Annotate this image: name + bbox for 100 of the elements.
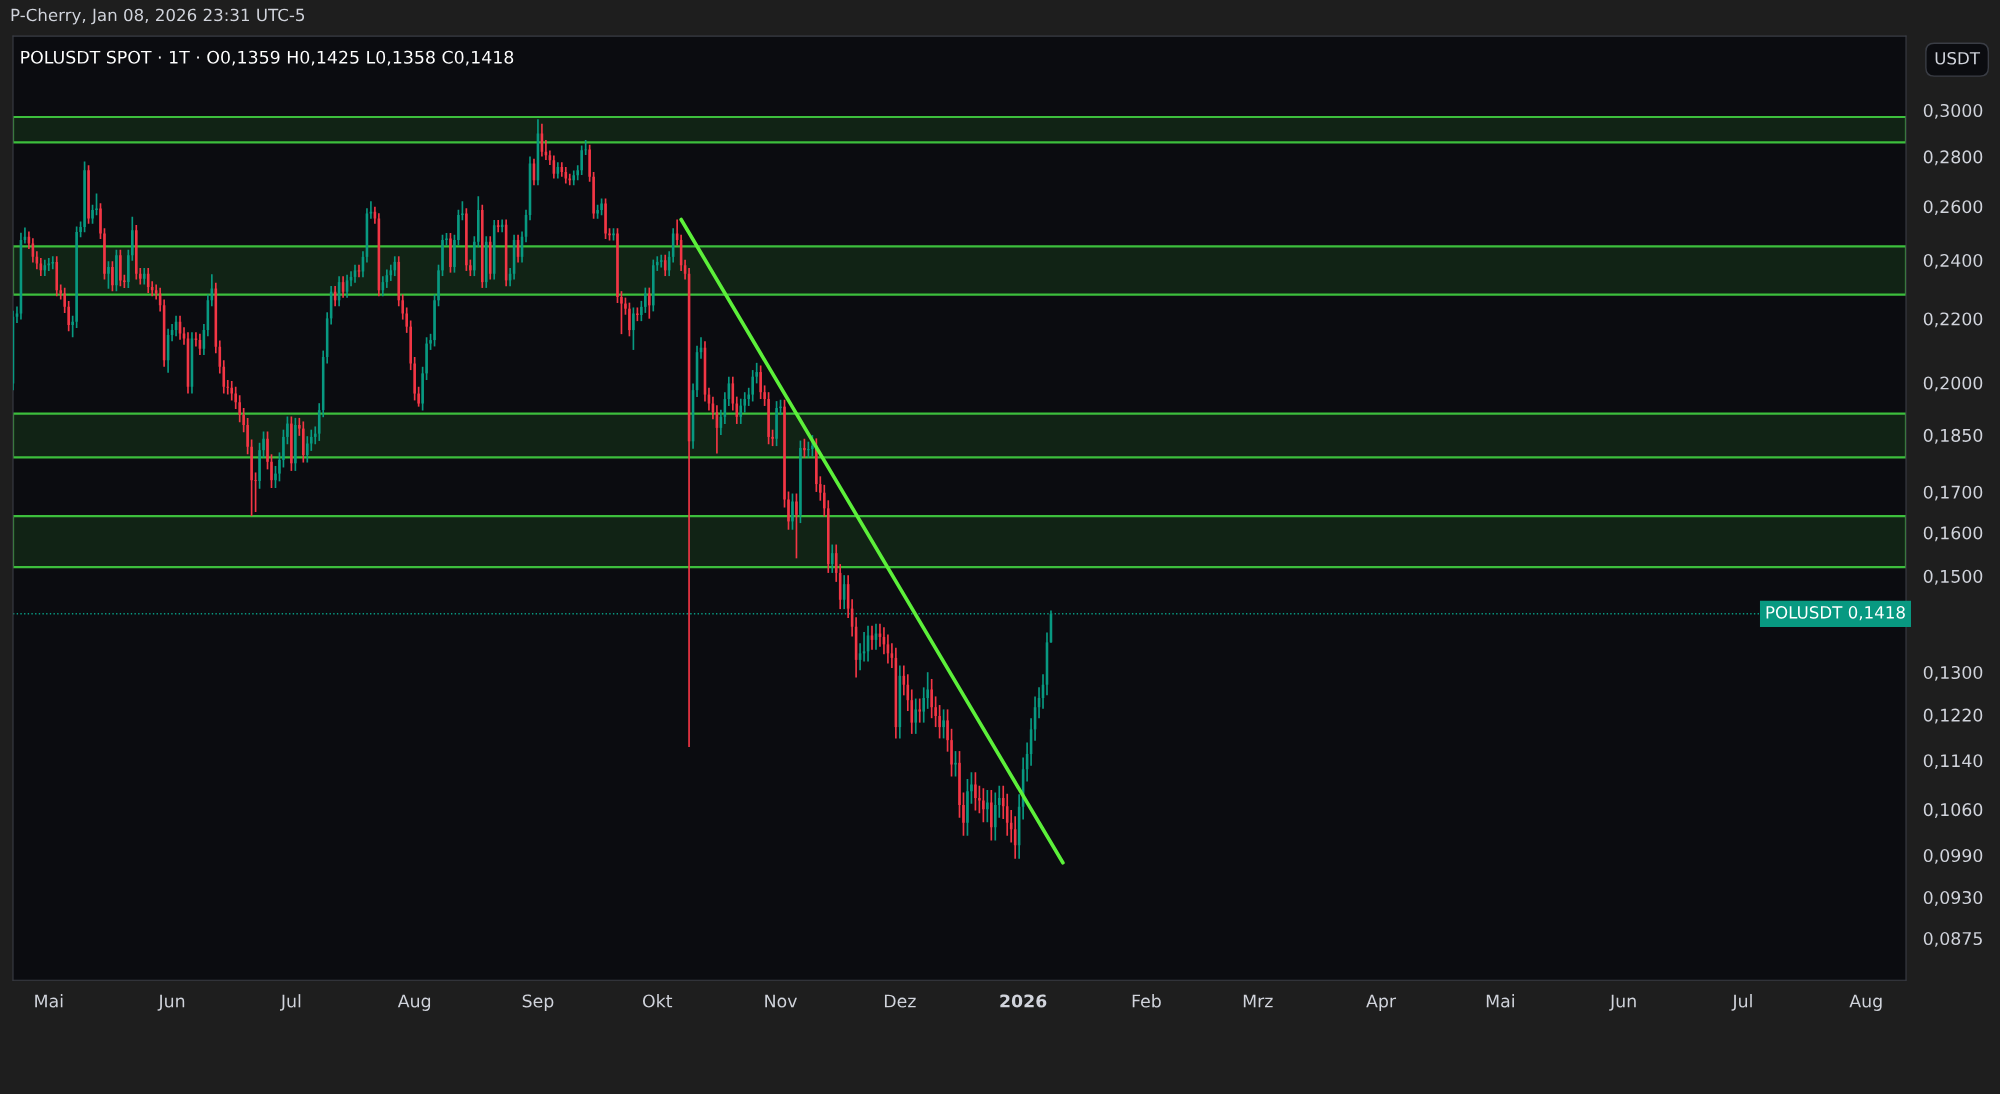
candlestick: [767, 391, 770, 446]
y-tick-label: 0,1300: [1923, 665, 1983, 681]
y-tick-label: 0,0875: [1923, 931, 1982, 947]
y-tick-label: 0,2600: [1923, 200, 1983, 216]
x-tick-label: Mai: [35, 994, 63, 1008]
candlestick: [119, 248, 122, 288]
candlestick: [588, 143, 591, 183]
y-axis-title: USDT: [1935, 51, 1981, 65]
y-tick-label: 0,1600: [1923, 526, 1983, 542]
candlestick: [270, 453, 273, 489]
candlestick: [262, 430, 265, 459]
candlestick: [134, 224, 138, 281]
candlestick: [651, 258, 655, 313]
candlestick: [445, 232, 448, 247]
candlestick: [496, 219, 500, 234]
candlestick: [962, 791, 965, 837]
candlestick: [739, 397, 743, 425]
candlestick: [950, 727, 953, 778]
y-tick-label: 0,1060: [1923, 803, 1983, 818]
x-tick-label: Mai: [1486, 994, 1514, 1008]
candlestick: [425, 336, 428, 381]
candlestick: [258, 441, 261, 490]
candlestick: [393, 255, 397, 277]
candlestick: [799, 439, 802, 524]
ref-line-label: POLUSDT 0,1418: [1766, 606, 1905, 621]
candlestick: [453, 233, 456, 274]
x-tick-label: Mrz: [1243, 994, 1273, 1008]
candlestick: [461, 200, 464, 222]
candlestick: [480, 204, 484, 289]
x-tick-label: Jun: [157, 994, 185, 1011]
candlestick: [71, 314, 74, 339]
candlestick: [302, 420, 305, 464]
candlestick: [278, 451, 281, 483]
candlestick: [628, 301, 631, 338]
candlestick: [990, 789, 993, 842]
candlestick: [433, 293, 436, 348]
candlestick: [791, 492, 794, 531]
y-tick-label: 0,2800: [1923, 150, 1983, 166]
candlestick: [469, 258, 472, 277]
y-tick-label: 0,1850: [1923, 428, 1983, 444]
candlestick: [449, 232, 452, 274]
x-tick-label: Jun: [1609, 994, 1636, 1011]
candlestick: [616, 227, 619, 304]
candlestick: [115, 248, 118, 292]
candlestick: [632, 306, 635, 351]
candlestick: [974, 771, 977, 812]
candlestick: [620, 290, 623, 335]
candlestick: [99, 202, 102, 240]
candlestick: [986, 789, 989, 823]
candlestick: [659, 253, 663, 269]
candlestick: [946, 708, 949, 753]
candlestick: [624, 296, 627, 316]
candlestick: [795, 492, 798, 560]
candlestick: [922, 686, 925, 724]
candlestick: [107, 260, 110, 290]
candlestick: [230, 380, 234, 402]
candlestick: [870, 624, 874, 651]
y-tick-label: 0,1140: [1923, 754, 1983, 770]
annotation: POLUSDT SPOT · 1T · O0,1359 H0,1425 L0,1358 C0,1418: [21, 50, 514, 66]
candlestick: [914, 697, 918, 735]
x-tick-label: Aug: [1849, 994, 1882, 1011]
candlestick: [771, 428, 774, 447]
candlestick: [429, 332, 432, 351]
candlestick: [417, 385, 420, 408]
candlestick: [79, 220, 82, 239]
candlestick: [775, 400, 778, 447]
candlestick: [91, 204, 94, 225]
candlestick: [759, 364, 762, 400]
x-tick-label: 2026: [1000, 994, 1047, 1008]
y-tick-label: 0,2200: [1923, 312, 1983, 328]
candlestick: [954, 750, 957, 778]
candlestick: [254, 471, 257, 513]
candlestick: [309, 428, 313, 452]
candlestick: [246, 417, 249, 456]
candlestick: [146, 267, 150, 294]
y-tick-label: 0,1700: [1923, 485, 1983, 501]
candlestick: [111, 260, 114, 292]
candlestick: [123, 273, 126, 289]
x-tick-label: Sep: [522, 994, 554, 1011]
x-tick-label: Feb: [1132, 994, 1161, 1008]
candlestick: [592, 171, 595, 220]
candlestick: [250, 438, 253, 517]
y-tick-label: 0,1500: [1923, 569, 1983, 585]
candlestick: [807, 440, 810, 459]
candlestick: [930, 678, 933, 720]
y-tick-label: 0,1220: [1923, 708, 1983, 724]
candlestick: [966, 778, 969, 837]
candlestick: [87, 164, 90, 225]
candlestick: [421, 365, 424, 412]
x-tick-label: Okt: [642, 994, 673, 1008]
candlestick: [286, 415, 289, 446]
y-tick-label: 0,2400: [1923, 253, 1983, 269]
candlestick: [457, 208, 460, 247]
candlestick: [103, 227, 106, 281]
candlestick: [290, 415, 293, 472]
candlestick: [763, 384, 766, 407]
candlestick: [663, 253, 667, 277]
candlestick: [783, 398, 786, 509]
candlestick: [934, 695, 937, 728]
candlestick: [787, 490, 790, 531]
